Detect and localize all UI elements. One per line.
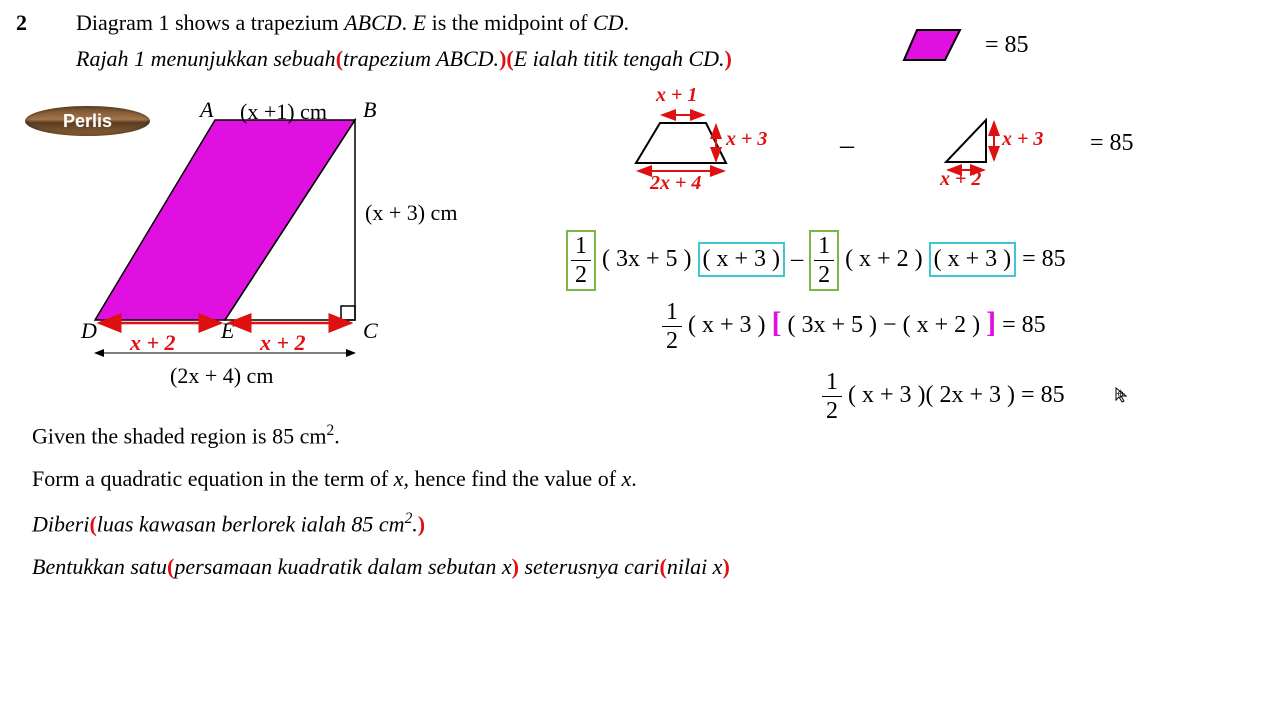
num: 1 [814, 234, 834, 261]
text: Rajah [76, 46, 134, 71]
eq-line3: 12 ( x + 3 )( 2x + 3 ) = 85 [822, 370, 1065, 423]
svg-text:B: B [363, 97, 376, 122]
x: x [622, 466, 632, 491]
term: ( 3x + 5 ) [602, 246, 692, 272]
text: CD [593, 10, 624, 35]
text: ABCD [344, 10, 401, 35]
text: nilai x [667, 554, 723, 579]
text: , hence find the value of [403, 466, 621, 491]
den: 2 [818, 261, 830, 287]
text: Given the shaded region is 85 cm [32, 423, 327, 448]
label-bottom: (2x + 4) cm [170, 363, 273, 389]
svg-text:C: C [363, 318, 378, 343]
bentukkan: Bentukkan satu ( persamaan kuadratik dalam… [32, 554, 730, 580]
term: ( x + 2 ) [845, 246, 923, 272]
term: ( x + 3 ) [929, 242, 1017, 277]
paren: ( [660, 554, 667, 579]
tri-bot-label: x + 2 [940, 168, 981, 191]
minus: – [791, 246, 803, 272]
text: . [624, 10, 630, 35]
eq: = 85 [1002, 312, 1046, 338]
num: 1 [571, 234, 591, 261]
mini-right-label: x + 3 [726, 128, 767, 151]
cursor-icon [1114, 386, 1130, 404]
term: ( x + 3 )( 2x + 3 ) [848, 382, 1015, 408]
label-half2: x + 2 [260, 330, 306, 356]
text: Bentukkan satu [32, 554, 167, 579]
paren: ( [336, 46, 343, 71]
paren: ) [725, 46, 732, 71]
given-en: Given the shaded region is 85 cm2. [32, 422, 340, 449]
text: 1 [134, 46, 151, 71]
paren: ) [418, 511, 425, 536]
eq-line2: 12 ( x + 3 ) [ ( 3x + 5 ) − ( x + 2 ) ] … [662, 300, 1046, 353]
eq-row1: = 85 [1090, 130, 1134, 157]
text: luas kawasan berlorek ialah [97, 511, 352, 536]
text: is the midpoint of [426, 10, 593, 35]
text: seterusnya cari [519, 554, 660, 579]
eq-line1: 12 ( 3x + 5 ) ( x + 3 ) – 12 ( x + 2 ) (… [566, 230, 1066, 291]
eq: = 85 [1021, 382, 1065, 408]
form-en: Form a quadratic equation in the term of… [32, 466, 637, 492]
trapezium-diagram: A B C D E [75, 95, 395, 385]
num: 1 [822, 370, 842, 397]
den: 2 [826, 397, 838, 423]
svg-text:D: D [80, 318, 97, 343]
given-my: Diberi(luas kawasan berlorek ialah 85 cm… [32, 510, 425, 537]
eq-row0: = 85 [985, 32, 1029, 59]
tri-right-label: x + 3 [1002, 128, 1043, 151]
mini-bot-label: 2x + 4 [650, 172, 701, 195]
text: Diagram 1 shows a trapezium [76, 10, 344, 35]
eq: = 85 [1022, 246, 1066, 272]
text: E [413, 10, 426, 35]
paren: ) [722, 554, 729, 579]
den: 2 [666, 327, 678, 353]
mini-top-label: x + 1 [656, 84, 697, 107]
term: ( 3x + 5 ) − ( x + 2 ) [788, 312, 981, 338]
text: menunjukkan sebuah [151, 46, 336, 71]
mini-trapezium [628, 105, 738, 180]
svg-text:A: A [198, 97, 214, 122]
paren: )( [499, 46, 514, 71]
bracket: [ [772, 306, 782, 339]
text: . [402, 10, 413, 35]
text: Diberi [32, 511, 89, 536]
text: . [631, 466, 637, 491]
label-right: (x + 3) cm [365, 200, 457, 226]
question-line1: Diagram 1 shows a trapezium ABCD. E is t… [76, 10, 629, 36]
x: x [394, 466, 404, 491]
term: ( x + 3 ) [698, 242, 786, 277]
question-line2: Rajah 1 menunjukkan sebuah(trapezium ABC… [76, 46, 732, 72]
num: 1 [662, 300, 682, 327]
text: E ialah titik tengah CD. [514, 46, 725, 71]
label-half1: x + 2 [130, 330, 176, 356]
den: 2 [575, 261, 587, 287]
paren: ( [89, 511, 96, 536]
mini-parallelogram [902, 28, 962, 63]
text: Form a quadratic equation in the term of [32, 466, 394, 491]
text: . [334, 423, 340, 448]
term: ( x + 3 ) [688, 312, 766, 338]
text: persamaan kuadratik dalam sebutan x [174, 554, 511, 579]
question-number: 2 [16, 10, 27, 36]
minus-sign-1: – [840, 130, 854, 162]
paren: ) [512, 554, 519, 579]
bracket: ] [986, 306, 996, 339]
label-top: (x +1) cm [240, 99, 327, 125]
text: 85 cm [351, 511, 404, 536]
text: trapezium ABCD. [343, 46, 499, 71]
